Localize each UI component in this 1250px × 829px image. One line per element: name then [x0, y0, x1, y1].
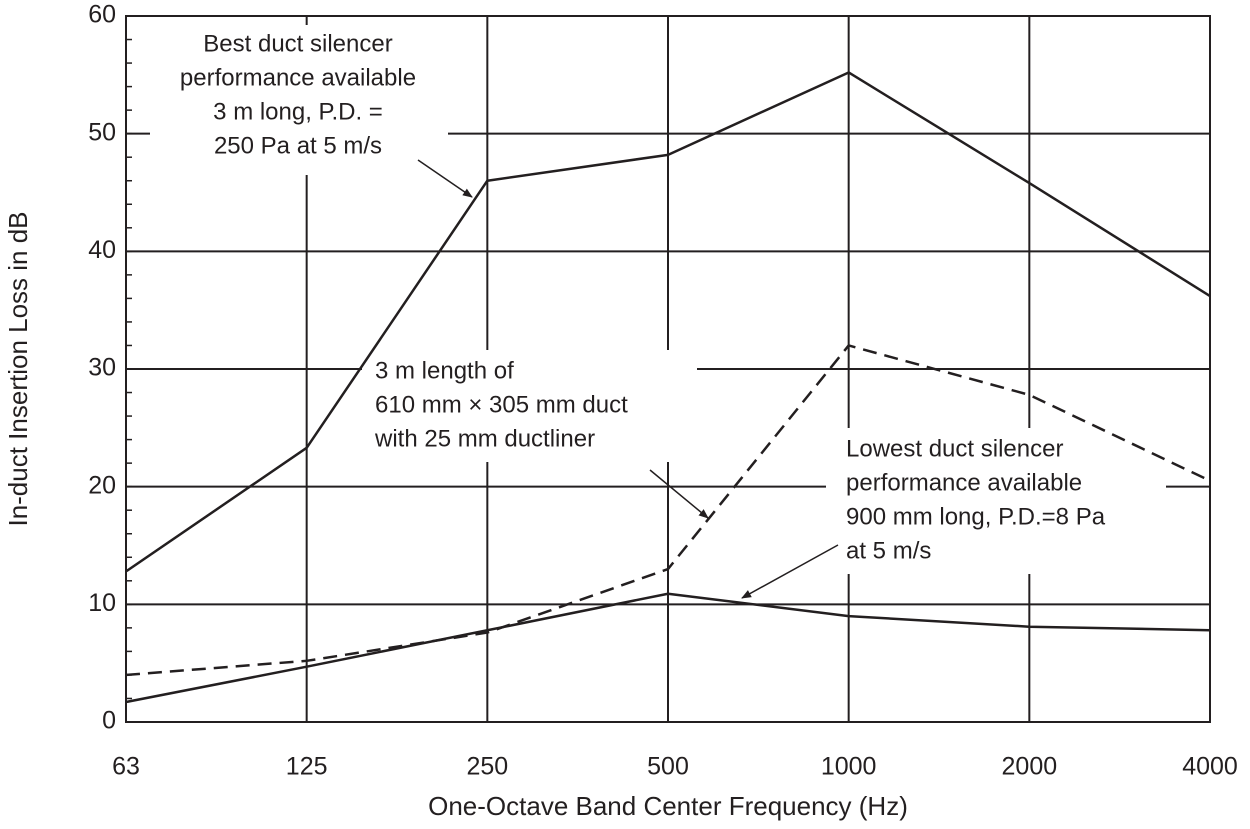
x-tick-label: 250	[466, 753, 508, 781]
y-tick-label: 50	[88, 118, 116, 146]
annotations: Best duct silencer performance available 3…	[150, 25, 1166, 599]
y-tick-label: 10	[88, 589, 116, 617]
x-tick-label: 1000	[821, 753, 877, 781]
x-tick-label: 4000	[1182, 753, 1238, 781]
annotation-text: Lowest duct silencer	[846, 435, 1063, 462]
x-tick-label: 63	[112, 753, 140, 781]
x-tick-label: 2000	[1002, 753, 1058, 781]
y-axis-label: In-duct Insertion Loss in dB	[3, 211, 33, 526]
annotation-text: 3 m long, P.D. =	[213, 98, 383, 125]
annotation-arrow	[417, 159, 473, 198]
series-line	[125, 71, 1211, 573]
annotation-text: 250 Pa at 5 m/s	[214, 132, 382, 159]
y-tick-label: 0	[102, 707, 116, 735]
series-line	[125, 344, 1211, 677]
x-axis-label: One-Octave Band Center Frequency (Hz)	[428, 791, 908, 821]
annotation-text: 3 m length of	[375, 357, 514, 384]
annotation-background	[150, 25, 448, 175]
series-line	[125, 592, 1211, 704]
annotation-arrow	[741, 544, 839, 599]
y-tick-label: 20	[88, 471, 116, 499]
annotation-text: with 25 mm ductliner	[374, 425, 595, 452]
annotation-background	[362, 350, 697, 462]
annotation-arrow	[649, 469, 709, 519]
series	[125, 71, 1211, 704]
annotation-text: at 5 m/s	[846, 537, 931, 564]
x-tick-label: 125	[286, 753, 328, 781]
annotation-text: 610 mm × 305 mm duct	[375, 391, 628, 418]
y-tick-label: 60	[88, 1, 116, 29]
plot-frame	[125, 15, 1211, 723]
annotation-text: Best duct silencer	[203, 30, 392, 57]
y-tick-label: 30	[88, 354, 116, 382]
annotation-text: performance available	[180, 64, 416, 91]
annotation-text: 900 mm long, P.D.=8 Pa	[846, 503, 1106, 530]
annotation-background	[826, 428, 1166, 574]
x-tick-label: 500	[647, 753, 689, 781]
y-tick-label: 40	[88, 236, 116, 264]
annotation-text: performance available	[846, 469, 1082, 496]
